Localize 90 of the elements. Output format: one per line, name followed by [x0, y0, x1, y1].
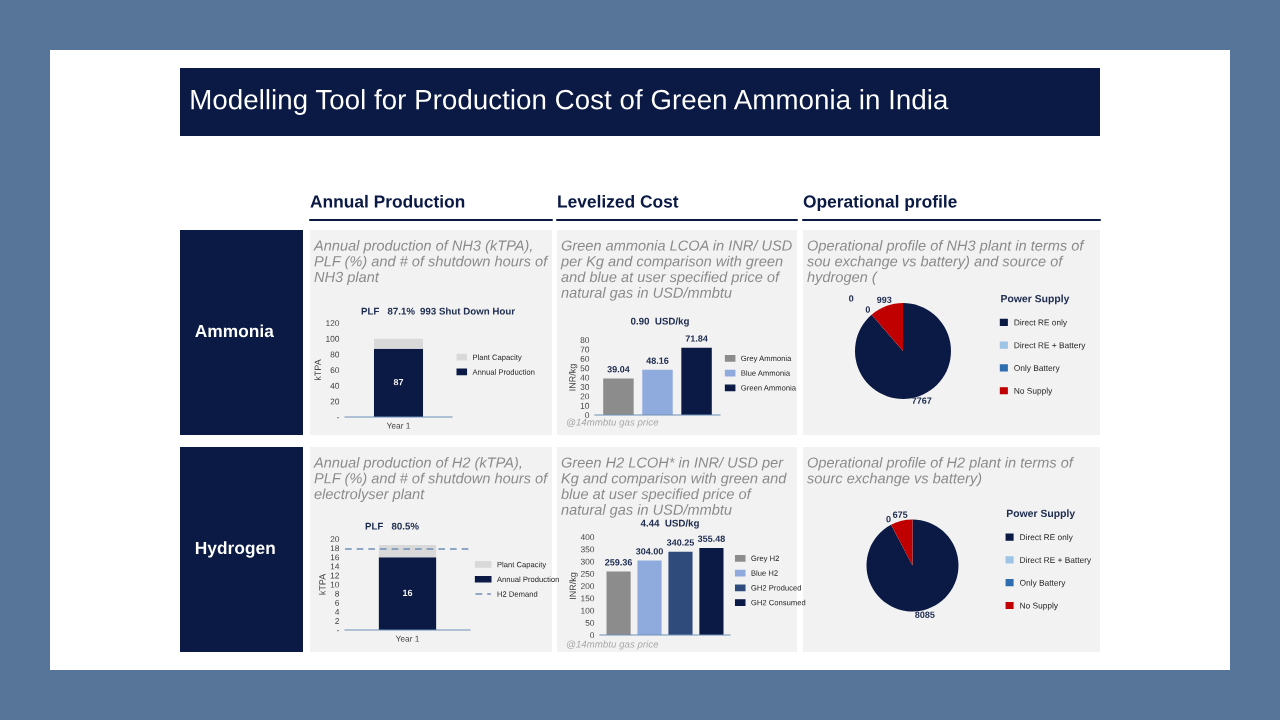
y-axis-title: kTPA — [314, 359, 321, 381]
y-tick-label: 20 — [330, 536, 340, 543]
data-label: 16 — [403, 589, 413, 597]
y-tick-label: 150 — [581, 595, 595, 602]
text: 0 — [865, 306, 871, 313]
y-axis-title: INR/kg — [568, 364, 578, 391]
y-tick-label: 30 — [580, 384, 590, 390]
pie-slice — [891, 519, 913, 566]
chart-subtitle: Green ammonia LCOA in INR/ USD per Kg and comparison with green and blue at user specified price of natural gas in USD/mmbtu — [560, 240, 792, 301]
text: 993 Shut Down Hour — [420, 307, 515, 315]
data-label: 340.25 — [666, 539, 695, 546]
chart-title: Levelized Cost — [558, 194, 679, 208]
legend-label: Direct RE only — [1014, 319, 1068, 328]
text: 0.90 USD/kg — [630, 317, 689, 327]
chart-title: Operational profile — [803, 194, 957, 212]
legend-label: No Supply — [1020, 602, 1059, 611]
legend-label: No Supply — [1014, 387, 1053, 396]
y-tick-label: 0 — [585, 412, 590, 419]
text: @14mmbtu gas price — [566, 418, 659, 428]
y-tick-label: 70 — [580, 346, 590, 353]
y-tick-label: 50 — [580, 365, 590, 372]
text: 4.44 USD/kg — [640, 519, 699, 529]
pie-slice — [855, 303, 951, 399]
y-tick-label: 100 — [326, 335, 340, 342]
chart-subtitle: Annual production of NH3 (kTPA), PLF (%) and # of shutdown hours of NH3 plant — [313, 240, 549, 286]
y-tick-label: - — [337, 417, 340, 419]
x-tick-label: Year 1 — [395, 635, 419, 642]
chart-subtitle: Operational profile of NH3 plant in terms of sou exchange vs battery) and source of hydrogen ( — [807, 240, 1085, 286]
legend-label: Only Battery — [1014, 364, 1060, 373]
y-tick-label: 300 — [580, 558, 595, 565]
y-tick-label: 350 — [580, 546, 595, 553]
y-tick-label: 10 — [330, 581, 340, 588]
y-tick-label: - — [337, 630, 340, 632]
y-tick-label: 0 — [590, 632, 595, 639]
data-label: 71.84 — [685, 335, 708, 342]
data-label: 8085 — [915, 611, 935, 618]
y-tick-label: 80 — [580, 337, 590, 344]
y-tick-label: 18 — [330, 545, 340, 552]
y-tick-label: 40 — [330, 382, 340, 389]
y-tick-label: 60 — [580, 355, 590, 362]
data-label: 259.36 — [605, 559, 633, 566]
y-tick-label: 100 — [581, 607, 595, 614]
legend-label: Direct RE + Battery — [1020, 556, 1092, 565]
text: PLF 87.1% — [361, 307, 415, 315]
legend-title: Power Supply — [1006, 509, 1076, 520]
text: Modelling Tool for Production Cost of Green Ammonia in India — [191, 89, 949, 115]
y-tick-label: 12 — [330, 572, 340, 579]
y-tick-label: 250 — [580, 570, 595, 577]
data-label: 355.48 — [697, 535, 725, 542]
text: Hydrogen — [195, 541, 275, 558]
y-tick-label: 200 — [580, 583, 595, 590]
chart-subtitle: Green H2 LCOH* in INR/ USD per Kg and comparison with green and blue at user specified price of natural gas in USD/mmbtu — [561, 457, 787, 518]
data-label: 7767 — [912, 397, 932, 404]
x-tick-label: Year 1 — [386, 422, 410, 429]
y-tick-label: 40 — [580, 374, 590, 381]
chart-subtitle: Annual production of H2 (kTPA), PLF (%) and # of shutdown hours of electrolyser plant — [313, 457, 549, 503]
y-tick-label: 6 — [335, 599, 340, 606]
chart-subtitle: Operational profile of H2 plant in terms of sourc exchange vs battery) — [807, 457, 1075, 487]
y-tick-label: 20 — [330, 398, 340, 405]
legend-label: Only Battery — [1019, 579, 1066, 588]
y-tick-label: 80 — [330, 351, 340, 358]
y-tick-label: 16 — [330, 554, 340, 561]
pie-slice — [871, 303, 903, 351]
data-label: 39.04 — [607, 366, 630, 373]
data-label: 993 — [877, 296, 892, 304]
y-tick-label: 20 — [580, 393, 590, 400]
legend-label: Direct RE + Battery — [1014, 342, 1086, 350]
y-tick-label: 120 — [326, 320, 340, 327]
text: PLF 80.5% — [365, 522, 419, 530]
y-tick-label: 400 — [580, 534, 595, 541]
y-tick-label: 50 — [585, 619, 595, 626]
legend-title: Power Supply — [1001, 294, 1070, 305]
chart-title: Annual Production — [310, 194, 465, 208]
text: @14mmbtu gas price — [566, 640, 659, 650]
text: 0 — [849, 295, 854, 302]
data-label: 675 — [892, 511, 908, 518]
y-axis-title: kTPA — [318, 573, 326, 595]
data-label: 304.00 — [635, 548, 663, 555]
data-label: 87 — [393, 378, 404, 386]
y-tick-label: 8 — [335, 590, 340, 597]
y-axis-title: INR/kg — [569, 572, 578, 599]
text: 0 — [886, 515, 891, 523]
y-tick-label: 10 — [580, 402, 590, 409]
text: Ammonia — [195, 324, 274, 338]
y-tick-label: 60 — [330, 367, 340, 374]
data-label: 48.16 — [646, 357, 669, 364]
y-tick-label: 2 — [335, 618, 340, 624]
legend-label: Direct RE only — [1020, 534, 1073, 542]
y-tick-label: 14 — [330, 563, 340, 570]
y-tick-label: 4 — [335, 609, 340, 615]
